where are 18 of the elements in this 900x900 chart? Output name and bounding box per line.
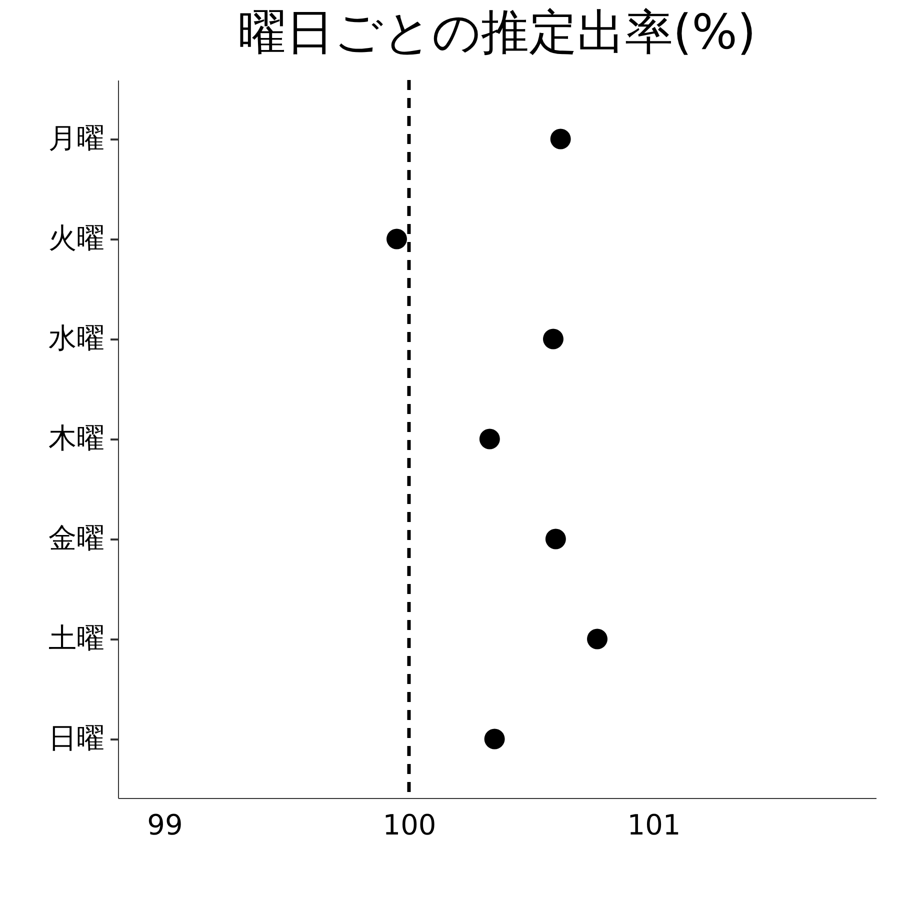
point [545, 528, 566, 550]
y-tick-label: 火曜 [48, 222, 104, 254]
y-tick-label: 土曜 [48, 622, 104, 654]
x-tick-label: 99 [147, 808, 183, 842]
point [550, 128, 571, 150]
y-tick-label: 月曜 [48, 122, 104, 154]
y-tick-label: 金曜 [48, 522, 104, 554]
x-tick-label: 100 [382, 808, 436, 842]
point [484, 728, 505, 750]
point [587, 628, 608, 650]
point [386, 228, 407, 250]
y-tick-label: 日曜 [48, 722, 104, 754]
y-tick-label: 木曜 [48, 422, 104, 454]
chart-title: 曜日ごとの推定出率(%) [238, 4, 756, 60]
x-tick-label: 101 [627, 808, 681, 842]
y-tick-label: 水曜 [48, 322, 104, 354]
point [479, 428, 500, 450]
point [542, 328, 564, 350]
